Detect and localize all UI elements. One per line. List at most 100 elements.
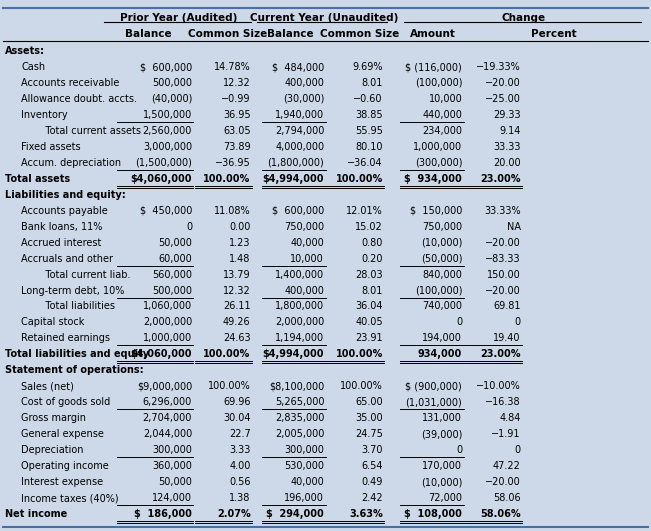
Text: 47.22: 47.22	[493, 461, 521, 471]
Text: 934,000: 934,000	[418, 349, 462, 359]
Text: Income taxes (40%): Income taxes (40%)	[21, 493, 119, 503]
Text: 0: 0	[515, 318, 521, 328]
Text: 3.70: 3.70	[361, 445, 383, 455]
Text: $  934,000: $ 934,000	[404, 174, 462, 184]
Text: 60,000: 60,000	[158, 254, 192, 263]
Text: $  600,000: $ 600,000	[140, 62, 192, 72]
Text: 0.20: 0.20	[361, 254, 383, 263]
Text: 69.81: 69.81	[493, 302, 521, 312]
Text: Liabilities and equity:: Liabilities and equity:	[5, 190, 126, 200]
Text: 2,835,000: 2,835,000	[275, 413, 324, 423]
Text: 1,800,000: 1,800,000	[275, 302, 324, 312]
Text: 1,400,000: 1,400,000	[275, 270, 324, 279]
Text: $4,060,000: $4,060,000	[131, 174, 192, 184]
Text: (100,000): (100,000)	[415, 286, 462, 296]
Text: 80.10: 80.10	[355, 142, 383, 152]
Text: 69.96: 69.96	[223, 397, 251, 407]
Text: 14.78%: 14.78%	[214, 62, 251, 72]
Text: 0.49: 0.49	[361, 477, 383, 487]
Text: (1,031,000): (1,031,000)	[406, 397, 462, 407]
Text: 100.00%: 100.00%	[335, 174, 383, 184]
Text: 750,000: 750,000	[284, 221, 324, 232]
Text: 5,265,000: 5,265,000	[275, 397, 324, 407]
Text: 33.33: 33.33	[493, 142, 521, 152]
Text: 63.05: 63.05	[223, 126, 251, 136]
Text: (40,000): (40,000)	[150, 94, 192, 104]
Text: (10,000): (10,000)	[421, 237, 462, 247]
Text: Cash: Cash	[21, 62, 46, 72]
Text: 2,000,000: 2,000,000	[275, 318, 324, 328]
Text: 0: 0	[186, 221, 192, 232]
Text: 1,194,000: 1,194,000	[275, 333, 324, 344]
Text: −25.00: −25.00	[485, 94, 521, 104]
Text: 40,000: 40,000	[290, 237, 324, 247]
Text: Total current assets: Total current assets	[36, 126, 141, 136]
Text: 1.38: 1.38	[229, 493, 251, 503]
Text: 0: 0	[456, 318, 462, 328]
Text: 24.63: 24.63	[223, 333, 251, 344]
Text: 1,060,000: 1,060,000	[143, 302, 192, 312]
Text: 33.33%: 33.33%	[484, 205, 521, 216]
Text: 100.00%: 100.00%	[335, 349, 383, 359]
Text: 72,000: 72,000	[428, 493, 462, 503]
Text: 100.00%: 100.00%	[203, 174, 251, 184]
Text: 22.7: 22.7	[229, 429, 251, 439]
Text: Interest expense: Interest expense	[21, 477, 104, 487]
Text: Total liabilities and equity: Total liabilities and equity	[5, 349, 149, 359]
Text: 1,500,000: 1,500,000	[143, 110, 192, 120]
Text: 100.00%: 100.00%	[203, 349, 251, 359]
Text: $  294,000: $ 294,000	[266, 509, 324, 519]
Text: Inventory: Inventory	[21, 110, 68, 120]
Text: Allowance doubt. accts.: Allowance doubt. accts.	[21, 94, 137, 104]
Text: −20.00: −20.00	[485, 78, 521, 88]
Text: 150.00: 150.00	[487, 270, 521, 279]
Text: Accruals and other: Accruals and other	[21, 254, 113, 263]
Text: −1.91: −1.91	[492, 429, 521, 439]
Text: 12.01%: 12.01%	[346, 205, 383, 216]
Text: 1.48: 1.48	[229, 254, 251, 263]
Text: Sales (net): Sales (net)	[21, 381, 74, 391]
Text: 40.05: 40.05	[355, 318, 383, 328]
Text: $9,000,000: $9,000,000	[137, 381, 192, 391]
Text: Retained earnings: Retained earnings	[21, 333, 111, 344]
Text: 65.00: 65.00	[355, 397, 383, 407]
Text: 30.04: 30.04	[223, 413, 251, 423]
Text: 19.40: 19.40	[493, 333, 521, 344]
Text: 560,000: 560,000	[152, 270, 192, 279]
Text: 3,000,000: 3,000,000	[143, 142, 192, 152]
Text: 8.01: 8.01	[361, 78, 383, 88]
Text: Net income: Net income	[5, 509, 68, 519]
Text: 24.75: 24.75	[355, 429, 383, 439]
Text: Total current liab.: Total current liab.	[36, 270, 131, 279]
Text: −20.00: −20.00	[485, 286, 521, 296]
Text: Accrued interest: Accrued interest	[21, 237, 102, 247]
Text: −20.00: −20.00	[485, 477, 521, 487]
Text: −36.04: −36.04	[347, 158, 383, 168]
Text: (39,000): (39,000)	[421, 429, 462, 439]
Text: 1,000,000: 1,000,000	[143, 333, 192, 344]
Text: Gross margin: Gross margin	[21, 413, 87, 423]
Text: Capital stock: Capital stock	[21, 318, 85, 328]
Text: Common Size: Common Size	[320, 29, 400, 39]
Text: (1,500,000): (1,500,000)	[135, 158, 192, 168]
Text: 10,000: 10,000	[428, 94, 462, 104]
Text: −0.60: −0.60	[353, 94, 383, 104]
Text: 124,000: 124,000	[152, 493, 192, 503]
Text: $ (900,000): $ (900,000)	[406, 381, 462, 391]
Text: $8,100,000: $8,100,000	[269, 381, 324, 391]
Text: (100,000): (100,000)	[415, 78, 462, 88]
Text: 2.42: 2.42	[361, 493, 383, 503]
Text: Balance: Balance	[125, 29, 171, 39]
Text: Current Year (Unaudited): Current Year (Unaudited)	[250, 13, 398, 22]
Text: $  600,000: $ 600,000	[272, 205, 324, 216]
Text: 50,000: 50,000	[158, 477, 192, 487]
Text: 11.08%: 11.08%	[214, 205, 251, 216]
Text: Percent: Percent	[531, 29, 576, 39]
Text: 9.14: 9.14	[499, 126, 521, 136]
Text: Common Size: Common Size	[188, 29, 268, 39]
Text: 530,000: 530,000	[284, 461, 324, 471]
Text: 0.00: 0.00	[229, 221, 251, 232]
Text: Depreciation: Depreciation	[21, 445, 84, 455]
Text: (50,000): (50,000)	[421, 254, 462, 263]
Text: 0: 0	[456, 445, 462, 455]
